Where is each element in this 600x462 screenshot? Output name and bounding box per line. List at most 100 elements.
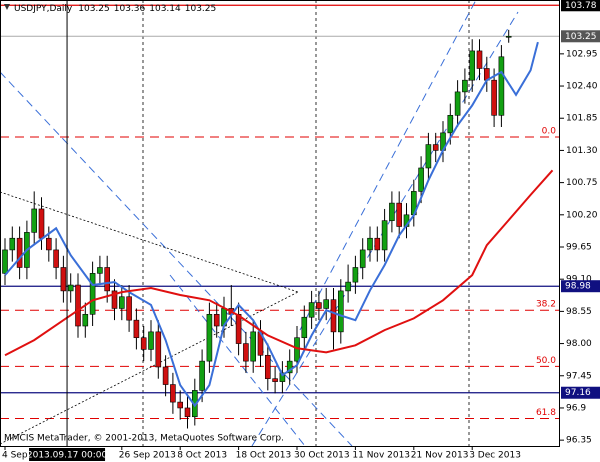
candle-body	[286, 360, 293, 374]
x-tick-label: 3 Dec 2013	[469, 451, 521, 461]
candle-body	[381, 220, 388, 251]
trendline	[169, 274, 306, 447]
candle-body	[119, 296, 125, 309]
candle-body	[337, 290, 344, 333]
candle-body	[330, 299, 337, 333]
candle-body	[323, 299, 330, 309]
candle-body	[89, 273, 96, 315]
candle-body	[447, 115, 454, 134]
candle-body	[264, 354, 271, 379]
candle-body	[454, 91, 461, 116]
candle-body	[111, 290, 118, 309]
ohlc-open: 103.25	[78, 4, 110, 14]
price-box	[561, 30, 600, 43]
fib-label: 50.0	[536, 356, 556, 366]
candle-body	[155, 331, 162, 368]
candle-body	[60, 267, 67, 292]
y-tick-label: 97.45	[566, 371, 592, 381]
candle-body	[53, 249, 59, 268]
candle-body	[432, 144, 439, 151]
footer: MMCIS MetaTrader, © 2001-2013, MetaQuote…	[4, 434, 284, 444]
crosshair-box	[29, 448, 106, 461]
y-tick-label: 101.85	[566, 114, 598, 124]
trendline	[0, 191, 299, 293]
candle-body	[199, 360, 205, 391]
moving-average	[4, 169, 554, 357]
price-label: 103.25	[565, 32, 597, 42]
x-tick-label: 21 Nov 2013	[411, 451, 469, 461]
y-tick-label: 98.55	[566, 307, 592, 317]
candle-body	[491, 79, 497, 116]
candle-body	[352, 267, 359, 283]
candle-body	[396, 202, 403, 227]
y-tick-label: 96.35	[566, 436, 592, 446]
candle-body	[374, 237, 381, 251]
level-box	[561, 280, 600, 293]
moving-average	[4, 41, 539, 408]
candle-body	[177, 401, 183, 409]
y-tick-label: 96.9	[566, 403, 586, 413]
candle-body	[45, 237, 52, 251]
plot-frame	[0, 0, 560, 447]
candle-body	[16, 237, 23, 268]
candle-body	[140, 337, 147, 350]
x-tick-label: 26 Sep 2013	[119, 451, 176, 461]
candle-body	[213, 314, 220, 327]
candle-body	[97, 267, 103, 274]
level-label: 103.78	[565, 1, 597, 11]
candle-body	[148, 331, 154, 350]
candle-body	[206, 314, 213, 362]
fib-label: 38.2	[536, 300, 556, 310]
candle-body	[2, 249, 8, 274]
level-box	[561, 386, 600, 399]
level-box	[561, 0, 600, 12]
candle-body	[476, 50, 483, 69]
level-label: 97.16	[565, 388, 591, 398]
candle-body	[184, 407, 191, 418]
chart-header: USDJPY,Daily 103.25 103.36 103.14 103.25	[14, 4, 216, 14]
y-tick-label: 102.95	[566, 49, 598, 59]
y-tick-label: 99.10	[566, 275, 592, 285]
fib-label: 0.0	[542, 126, 557, 136]
crosshair-label: 2013.09.17 00:00	[27, 451, 108, 461]
x-tick-label: 8 Oct 2013	[177, 451, 227, 461]
candle-body	[316, 302, 322, 309]
ohlc-high: 103.36	[114, 4, 146, 14]
y-tick-label: 100.20	[566, 210, 598, 220]
separators	[142, 0, 470, 446]
y-tick-label: 101.30	[566, 146, 598, 156]
x-tick-label: 18 Oct 2013	[236, 451, 292, 461]
candle-body	[126, 296, 132, 321]
candle-body	[308, 302, 315, 318]
candle-body	[31, 208, 38, 233]
marks-layer	[2, 0, 554, 446]
level-label: 98.98	[565, 282, 591, 292]
candle-body	[162, 366, 169, 385]
candle-body	[133, 319, 140, 339]
candle-body	[9, 237, 16, 251]
y-tick-label: 100.75	[566, 178, 598, 188]
y-tick-label: 102.40	[566, 82, 598, 92]
candle-body	[418, 167, 424, 192]
candle-body	[170, 384, 176, 403]
candle-body	[243, 343, 249, 362]
candle-body	[38, 208, 45, 239]
candle-body	[462, 79, 468, 93]
fib-label: 61.8	[536, 408, 556, 418]
x-tick-label: 4 Sep 2	[2, 451, 36, 461]
candle-body	[104, 267, 110, 292]
x-tick-label: 30 Oct 2013	[294, 451, 350, 461]
candle-body	[250, 331, 256, 362]
candle-body	[359, 249, 366, 268]
candle-body	[505, 35, 512, 38]
y-tick-label: 99.65	[566, 242, 592, 252]
trendline	[299, 0, 477, 331]
symbol-icon	[4, 4, 10, 10]
candle-body	[498, 56, 505, 116]
ohlc-low: 103.14	[149, 4, 181, 14]
x-tick-label: 11 Nov 2013	[352, 451, 410, 461]
candle-body	[301, 316, 308, 339]
